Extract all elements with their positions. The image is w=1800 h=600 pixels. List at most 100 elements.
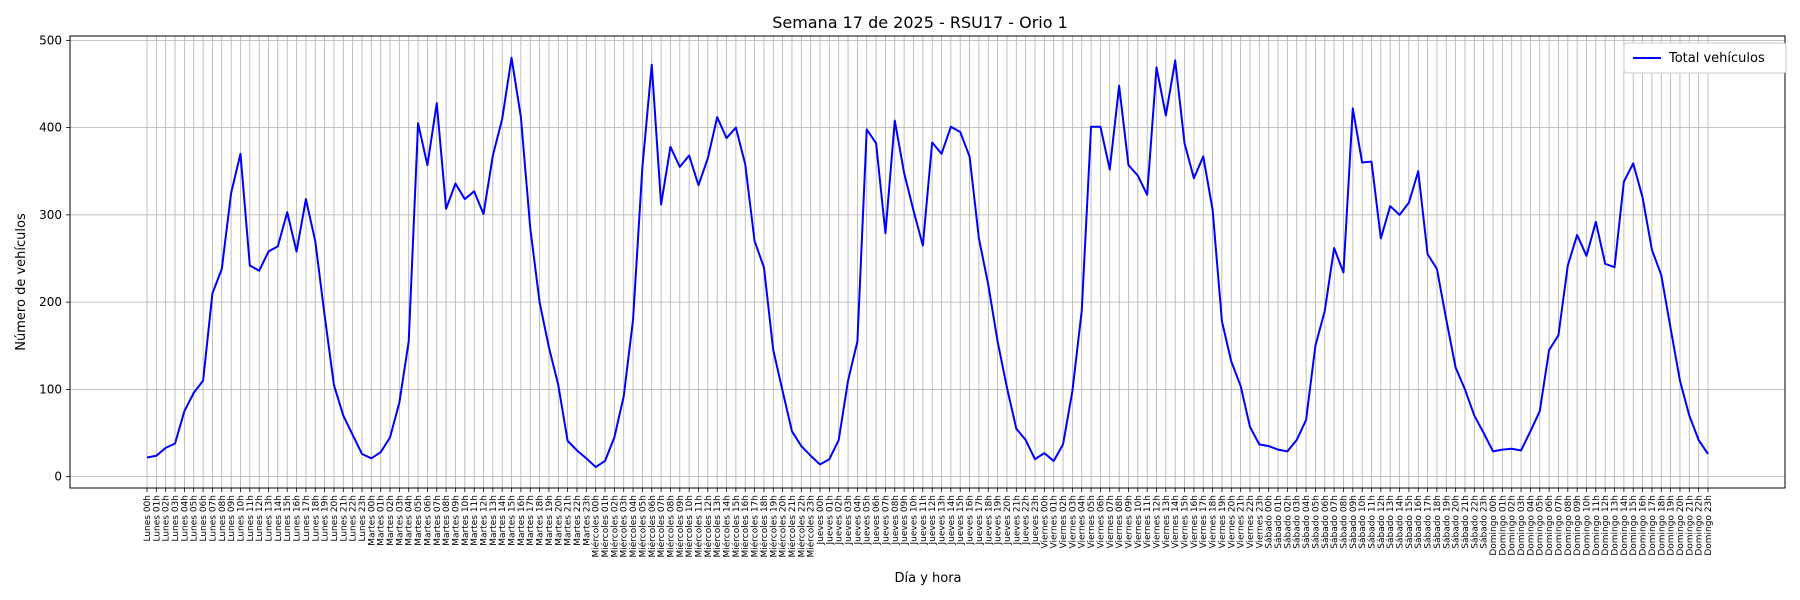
x-tick-label: Domingo 18h <box>1657 495 1667 556</box>
x-tick-label: Miércoles 18h <box>759 495 770 558</box>
x-tick-label: Viernes 02h <box>1059 495 1069 549</box>
x-tick-label: Martes 20h <box>554 495 564 546</box>
y-tick-label: 300 <box>39 208 62 222</box>
x-tick-label: Domingo 14h <box>1620 495 1630 556</box>
x-tick-label: Lunes 17h <box>302 495 312 542</box>
x-tick-label: Jueves 17h <box>975 495 985 545</box>
x-tick-label: Lunes 11h <box>246 495 256 542</box>
x-tick-label: Jueves 23h <box>1031 495 1041 545</box>
x-tick-label: Lunes 15h <box>283 495 293 542</box>
x-tick-label: Jueves 03h <box>844 495 854 545</box>
x-tick-label: Sábado 16h <box>1414 495 1424 549</box>
x-tick-label: Domingo 19h <box>1667 495 1677 556</box>
x-tick-label: Jueves 12h <box>928 495 938 545</box>
x-tick-label: Domingo 09h <box>1573 495 1583 556</box>
x-tick-label: Lunes 00h <box>143 495 153 542</box>
x-tick-label: Jueves 09h <box>900 495 910 545</box>
x-tick-label: Miércoles 06h <box>647 495 658 558</box>
x-tick-label: Sábado 03h <box>1293 495 1303 549</box>
x-tick-label: Sábado 01h <box>1274 495 1284 549</box>
x-tick-label: Domingo 21h <box>1685 495 1695 556</box>
x-tick-label: Lunes 20h <box>330 495 340 542</box>
y-axis-label: Número de vehículos <box>14 213 29 351</box>
x-tick-label: Miércoles 05h <box>637 495 648 558</box>
x-tick-label: Viernes 12h <box>1153 495 1163 549</box>
x-tick-label: Martes 16h <box>517 495 527 546</box>
y-tick-label: 100 <box>39 382 62 396</box>
x-tick-label: Jueves 14h <box>947 495 957 545</box>
x-tick-label: Jueves 20h <box>1003 495 1013 545</box>
legend-box <box>1623 42 1787 74</box>
x-tick-label: Domingo 23h <box>1704 495 1714 556</box>
x-tick-label: Sábado 19h <box>1442 495 1452 549</box>
x-tick-label: Jueves 22h <box>1022 495 1032 545</box>
x-tick-label: Viernes 22h <box>1246 495 1256 549</box>
x-tick-label: Viernes 01h <box>1050 495 1060 549</box>
x-tick-label: Miércoles 21h <box>787 495 798 558</box>
x-tick-label: Lunes 16h <box>293 495 303 542</box>
x-tick-label: Martes 04h <box>405 495 415 546</box>
x-tick-label: Viernes 11h <box>1143 495 1153 549</box>
x-tick-label: Viernes 13h <box>1162 495 1172 549</box>
x-tick-label: Lunes 18h <box>311 495 321 542</box>
x-tick-label: Lunes 05h <box>190 495 200 542</box>
x-tick-label: Sábado 21h <box>1461 495 1471 549</box>
x-tick-label: Viernes 23h <box>1255 495 1265 549</box>
x-tick-label: Viernes 09h <box>1124 495 1134 549</box>
x-tick-label: Martes 14h <box>498 495 508 546</box>
x-tick-label: Martes 00h <box>367 495 377 546</box>
x-tick-label: Jueves 01h <box>825 495 835 545</box>
x-tick-label: Miércoles 13h <box>712 495 723 558</box>
y-axis-ticks: 0 100 200 300 400 500 <box>39 33 70 484</box>
x-tick-label: Martes 23h <box>582 495 592 546</box>
x-tick-label: Miércoles 03h <box>619 495 630 558</box>
x-tick-label: Viernes 06h <box>1096 495 1106 549</box>
x-tick-label: Lunes 08h <box>218 495 228 542</box>
x-tick-label: Jueves 02h <box>835 495 845 545</box>
y-tick-label: 500 <box>39 33 62 47</box>
x-tick-label: Miércoles 14h <box>722 495 733 558</box>
x-tick-label: Martes 15h <box>508 495 518 546</box>
x-tick-label: Domingo 08h <box>1564 495 1574 556</box>
x-tick-label: Sábado 04h <box>1302 495 1312 549</box>
x-tick-label: Domingo 04h <box>1526 495 1536 556</box>
x-tick-label: Viernes 16h <box>1190 495 1200 549</box>
x-tick-label: Miércoles 09h <box>675 495 686 558</box>
x-tick-label: Miércoles 11h <box>693 495 704 558</box>
x-tick-label: Lunes 03h <box>171 495 181 542</box>
x-tick-label: Viernes 19h <box>1218 495 1228 549</box>
x-tick-label: Sábado 00h <box>1265 495 1275 549</box>
x-tick-label: Sábado 20h <box>1452 495 1462 549</box>
x-tick-label: Viernes 08h <box>1115 495 1125 549</box>
x-tick-label: Martes 21h <box>564 495 574 546</box>
x-tick-label: Sábado 17h <box>1424 495 1434 549</box>
x-tick-label: Domingo 12h <box>1601 495 1611 556</box>
x-tick-label: Viernes 04h <box>1078 495 1088 549</box>
x-tick-label: Sábado 14h <box>1396 495 1406 549</box>
x-tick-label: Lunes 13h <box>265 495 275 542</box>
x-tick-label: Miércoles 07h <box>656 495 667 558</box>
x-tick-label: Martes 11h <box>470 495 480 546</box>
x-tick-label: Jueves 05h <box>863 495 873 545</box>
x-tick-label: Miércoles 08h <box>665 495 676 558</box>
x-tick-label: Martes 08h <box>442 495 452 546</box>
x-tick-label: Lunes 14h <box>274 495 284 542</box>
x-tick-label: Miércoles 20h <box>778 495 789 558</box>
x-tick-label: Sábado 11h <box>1367 495 1377 549</box>
x-tick-label: Domingo 15h <box>1629 495 1639 556</box>
x-tick-label: Jueves 06h <box>872 495 882 545</box>
x-tick-label: Lunes 06h <box>199 495 209 542</box>
x-tick-label: Sábado 07h <box>1330 495 1340 549</box>
x-tick-label: Miércoles 15h <box>731 495 742 558</box>
x-tick-label: Miércoles 19h <box>768 495 779 558</box>
x-tick-label: Domingo 10h <box>1582 495 1592 556</box>
x-tick-label: Jueves 15h <box>956 495 966 545</box>
x-tick-label: Lunes 09h <box>227 495 237 542</box>
x-tick-label: Martes 09h <box>451 495 461 546</box>
x-tick-label: Miércoles 00h <box>591 495 602 558</box>
x-tick-label: Jueves 18h <box>984 495 994 545</box>
x-tick-label: Domingo 13h <box>1611 495 1621 556</box>
x-tick-label: Martes 07h <box>433 495 443 546</box>
x-tick-label: Lunes 19h <box>321 495 331 542</box>
